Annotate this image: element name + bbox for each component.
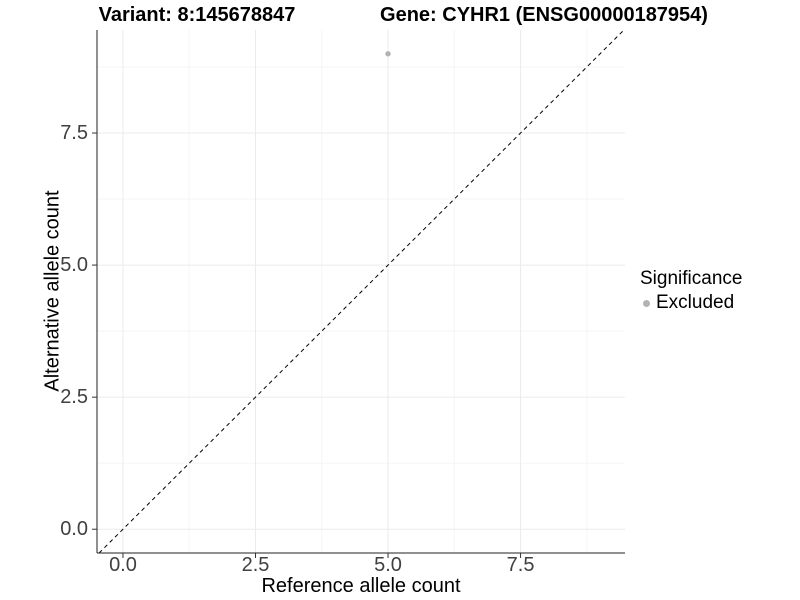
data-point (385, 51, 391, 57)
y-tick-label: 5.0 (60, 254, 88, 277)
legend-title: Significance (640, 268, 743, 289)
legend: Significance Excluded (640, 268, 742, 314)
legend-point-key-icon (643, 299, 650, 307)
x-tick-label: 7.5 (506, 554, 535, 576)
identity-dashed-line (98, 29, 625, 554)
y-tick-label: 2.5 (60, 386, 88, 409)
plot-title-variant: Variant: 8:145678847 (98, 4, 296, 26)
y-tick-label: 0.0 (60, 518, 88, 541)
x-tick-label: 5.0 (374, 554, 402, 576)
legend-entry-label: Excluded (656, 292, 735, 313)
y-axis-title: Alternative allele count (41, 190, 64, 392)
x-tick-label: 0.0 (109, 554, 137, 576)
plot-title-gene: Gene: CYHR1 (ENSG00000187954) (380, 4, 708, 26)
x-tick-label: 2.5 (241, 554, 270, 576)
legend-entry-excluded: Excluded (640, 292, 742, 314)
x-axis-title: Reference allele count (261, 575, 461, 597)
y-tick-label: 7.5 (60, 122, 88, 144)
